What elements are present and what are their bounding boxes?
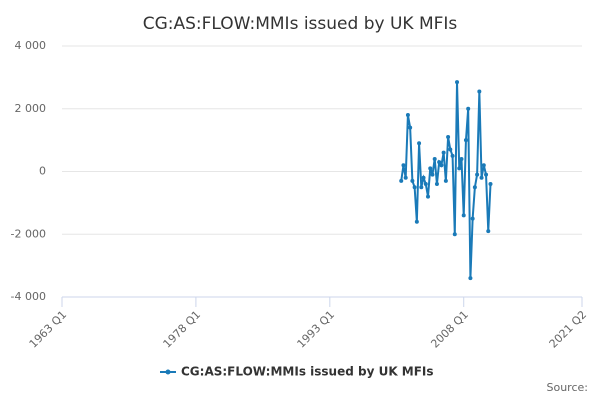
- data-point: [403, 175, 408, 180]
- data-point: [479, 175, 484, 180]
- data-point: [486, 229, 491, 234]
- data-point: [461, 213, 466, 218]
- data-point: [410, 178, 415, 183]
- data-point: [434, 182, 439, 187]
- legend-marker: [165, 369, 171, 375]
- y-tick-label: -4 000: [11, 290, 46, 303]
- source: Source:: [547, 381, 589, 394]
- data-point: [450, 153, 455, 158]
- data-point: [405, 113, 410, 118]
- data-point: [412, 185, 417, 190]
- data-point: [441, 150, 446, 155]
- data-point: [423, 182, 428, 187]
- data-point: [443, 178, 448, 183]
- data-point: [475, 172, 480, 177]
- data-point: [472, 185, 477, 190]
- data-point: [426, 194, 431, 199]
- data-point: [470, 216, 475, 221]
- data-point: [455, 80, 460, 85]
- data-point: [414, 219, 419, 224]
- data-point: [408, 125, 413, 130]
- data-point: [437, 160, 442, 165]
- data-point: [419, 185, 424, 190]
- data-point: [484, 172, 489, 177]
- data-point: [421, 175, 426, 180]
- data-point: [466, 106, 471, 111]
- x-tick-label: 1978 Q1: [161, 308, 204, 351]
- data-point: [399, 178, 404, 183]
- data-point: [457, 166, 462, 171]
- data-point: [477, 89, 482, 94]
- data-point: [428, 166, 433, 171]
- data-point: [448, 147, 453, 152]
- data-point: [488, 182, 493, 187]
- data-point: [459, 156, 464, 161]
- data-point: [432, 156, 437, 161]
- x-tick-label: 1963 Q1: [27, 308, 70, 351]
- data-point: [452, 232, 457, 237]
- data-point: [439, 163, 444, 168]
- data-point: [446, 134, 451, 139]
- data-point: [417, 141, 422, 146]
- y-tick-label: 0: [39, 165, 46, 178]
- x-tick-label: 2008 Q1: [428, 308, 471, 351]
- y-tick-label: -2 000: [11, 227, 46, 240]
- y-tick-label: 4 000: [15, 39, 47, 52]
- x-tick-label: 2021 Q2: [547, 308, 590, 351]
- y-tick-label: 2 000: [15, 102, 47, 115]
- data-point: [430, 172, 435, 177]
- data-point: [481, 163, 486, 168]
- data-point: [401, 163, 406, 168]
- data-point: [463, 138, 468, 143]
- x-tick-label: 1993 Q1: [295, 308, 338, 351]
- data-point: [468, 276, 473, 281]
- chart-title: CG:AS:FLOW:MMIs issued by UK MFIs: [143, 14, 458, 34]
- legend-label: CG:AS:FLOW:MMIs issued by UK MFIs: [181, 365, 434, 379]
